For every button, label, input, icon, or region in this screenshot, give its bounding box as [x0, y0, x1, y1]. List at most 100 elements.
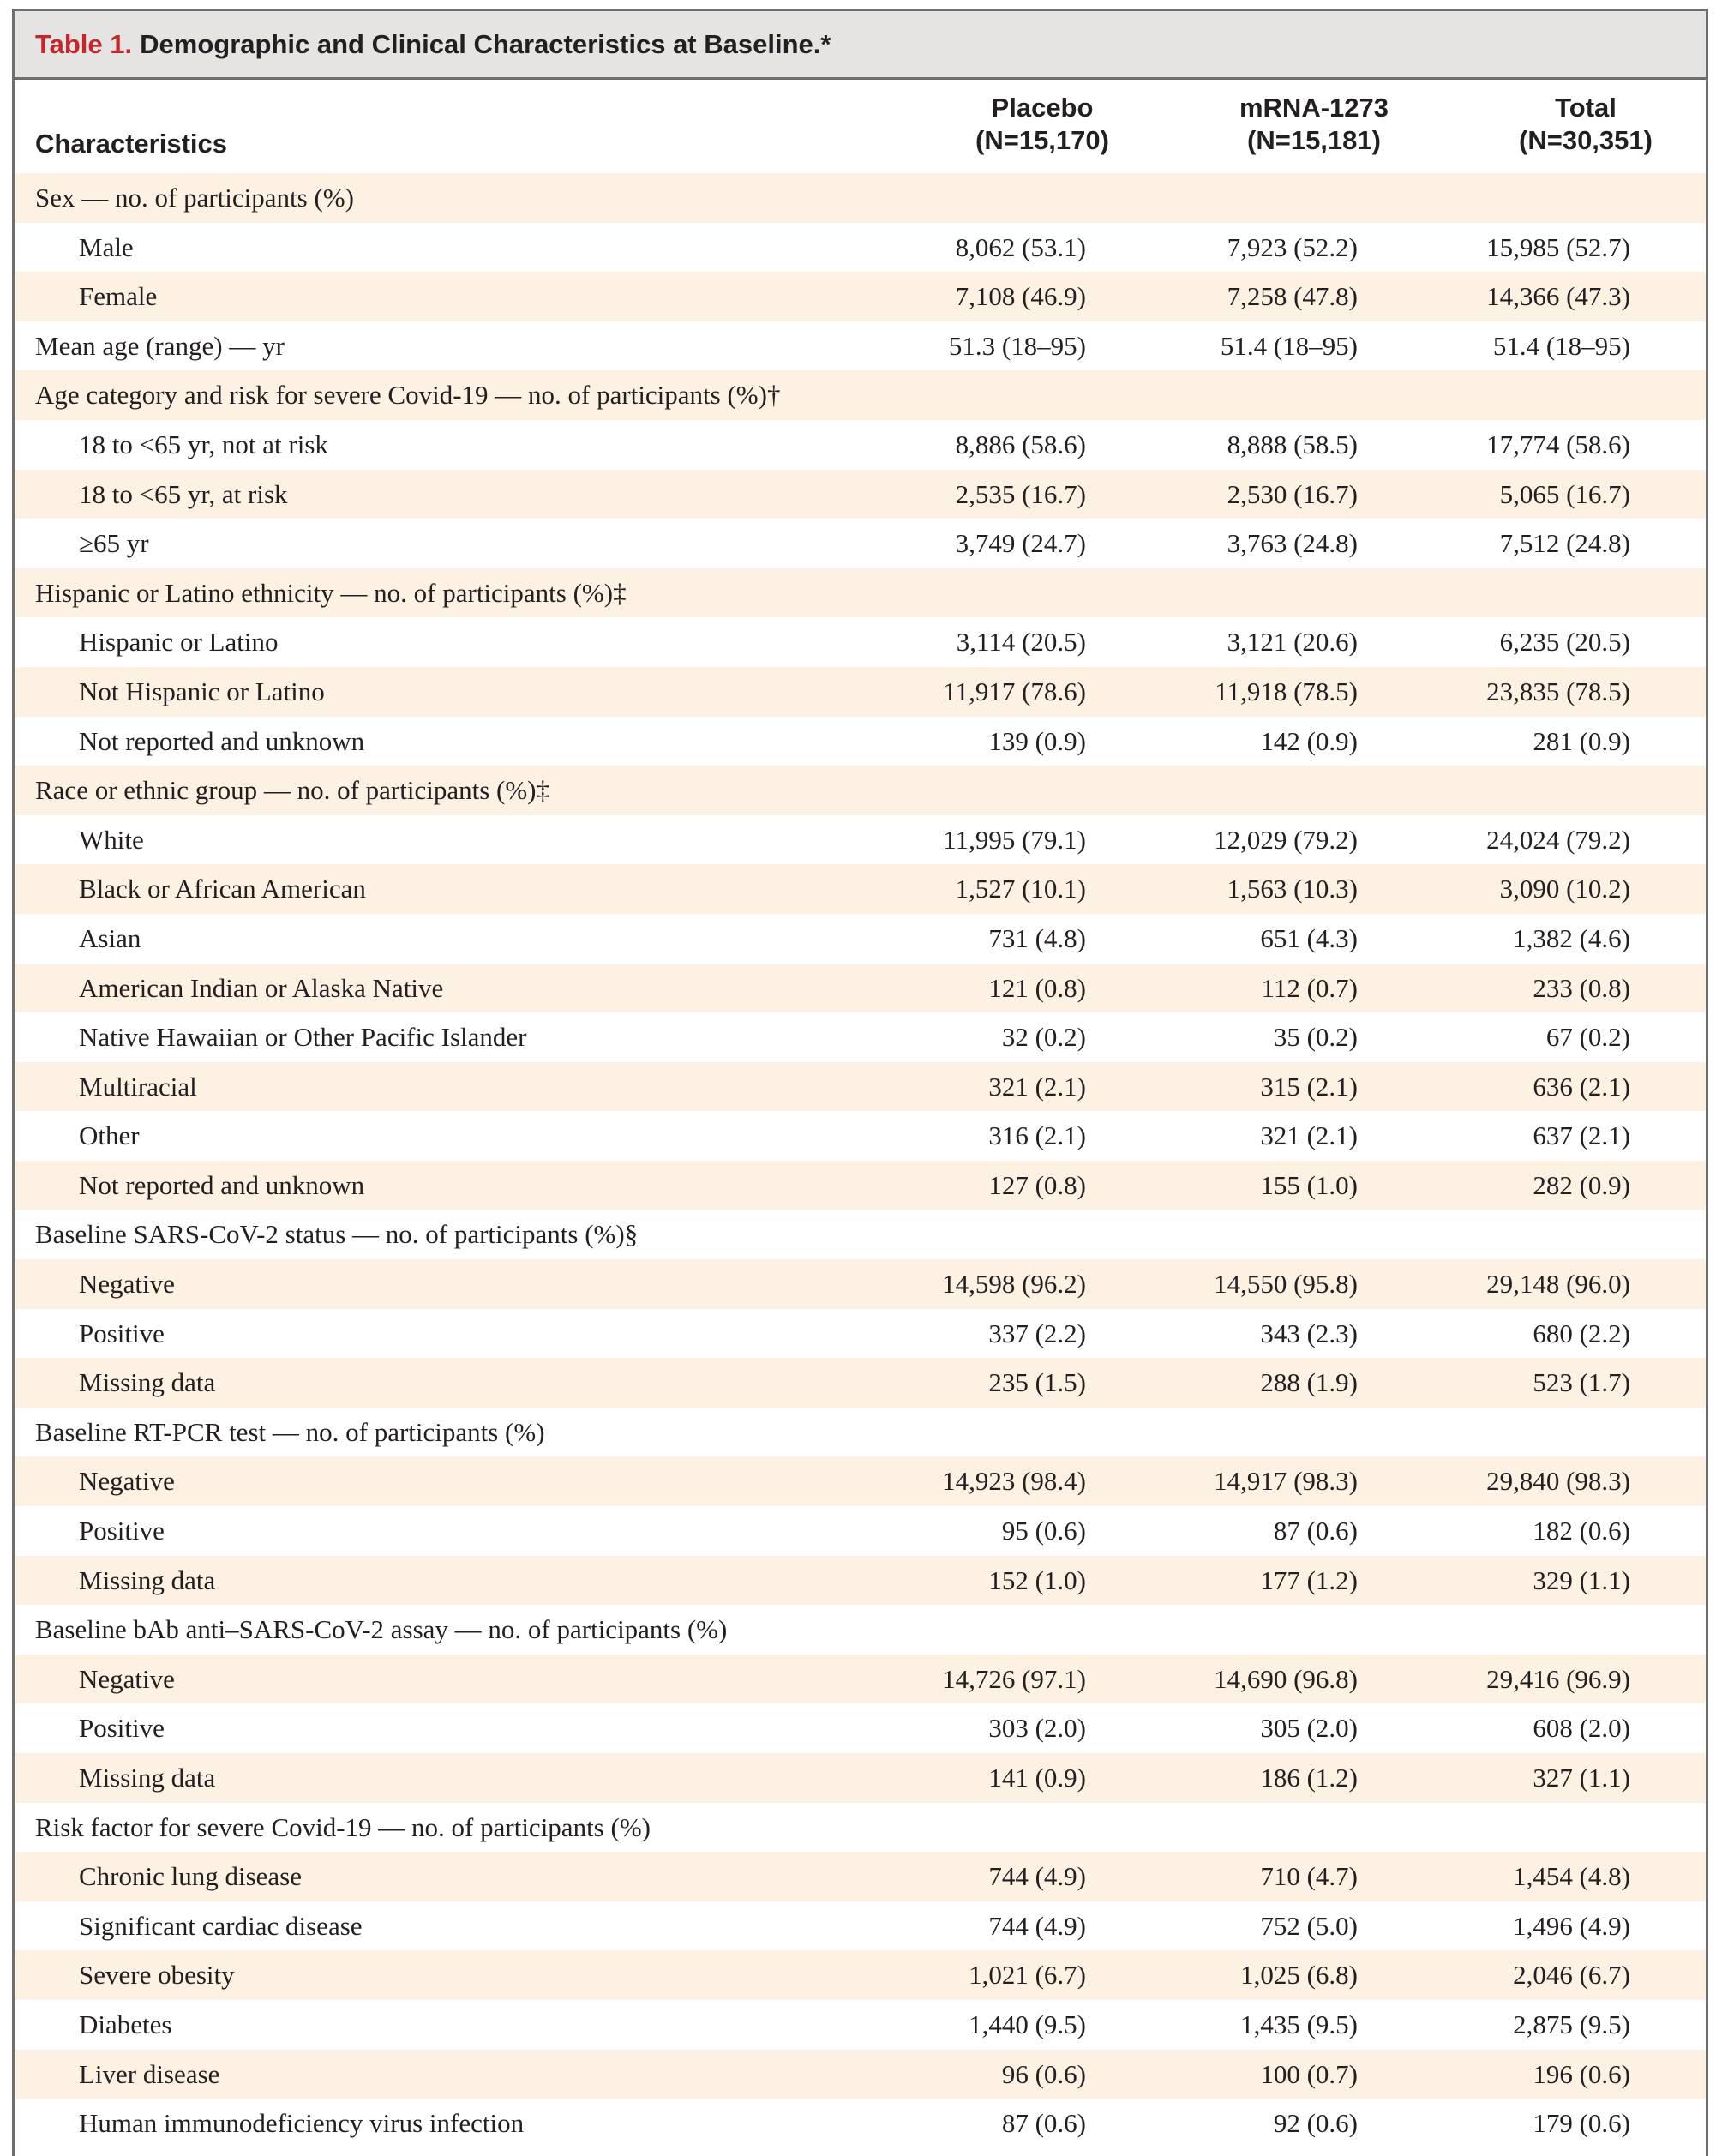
table-row: Missing data 141 (0.9) 186 (1.2) 327 (1.1): [15, 1753, 1706, 1803]
mrna-value: 92 (0.6): [1273, 2108, 1358, 2139]
row-label: Positive: [79, 1713, 165, 1744]
placebo-value: 14,598 (96.2): [942, 1269, 1086, 1300]
row-label: Asian: [79, 922, 141, 953]
total-value: 196 (0.6): [1533, 2058, 1630, 2089]
row-label: Negative: [79, 1269, 175, 1300]
table-title: Demographic and Clinical Characteristics…: [140, 28, 831, 59]
header-total-name: Total: [1555, 93, 1617, 123]
table-row: Hispanic or Latino 3,114 (20.5) 3,121 (20.…: [15, 617, 1706, 667]
mrna-value: 35 (0.2): [1273, 1022, 1358, 1053]
total-value: 14,366 (47.3): [1486, 281, 1630, 312]
row-label: Positive: [79, 1516, 165, 1546]
total-value: 29,148 (96.0): [1486, 1269, 1630, 1300]
table-body: Sex — no. of participants (%) Male 8,062 (…: [15, 173, 1706, 2148]
table-row: ≥65 yr 3,749 (24.7) 3,763 (24.8) 7,512 (24.…: [15, 519, 1706, 568]
section-row: Race or ethnic group — no. of participan…: [15, 766, 1706, 815]
row-label: 18 to <65 yr, at risk: [79, 478, 288, 509]
table-row: Missing data 152 (1.0) 177 (1.2) 329 (1.1): [15, 1555, 1706, 1606]
section-row: Baseline bAb anti–SARS-CoV-2 assay — no.…: [15, 1605, 1706, 1655]
row-label: Significant cardiac disease: [79, 1910, 363, 1941]
mrna-value: 177 (1.2): [1260, 1564, 1358, 1595]
header-mrna-name: mRNA-1273: [1239, 93, 1389, 123]
total-value: 680 (2.2): [1533, 1318, 1630, 1348]
table-row: Negative 14,598 (96.2) 14,550 (95.8) 29,148…: [15, 1259, 1706, 1309]
placebo-value: 95 (0.6): [1001, 1516, 1086, 1546]
mrna-value: 12,029 (79.2): [1214, 824, 1358, 855]
mrna-value: 8,888 (58.5): [1227, 429, 1358, 459]
table-row: Black or African American 1,527 (10.1) 1,5…: [15, 864, 1706, 914]
placebo-value: 7,108 (46.9): [955, 281, 1086, 312]
total-value: 17,774 (58.6): [1486, 429, 1630, 459]
table-row: Not reported and unknown 139 (0.9) 142 (0.…: [15, 717, 1706, 766]
mrna-value: 2,530 (16.7): [1227, 478, 1358, 509]
total-value: 1,382 (4.6): [1513, 922, 1630, 953]
placebo-value: 1,440 (9.5): [969, 2009, 1086, 2039]
table-row: Female 7,108 (46.9) 7,258 (47.8) 14,366 (47…: [15, 272, 1706, 321]
mrna-value: 651 (4.3): [1260, 922, 1358, 953]
mrna-value: 155 (1.0): [1260, 1169, 1358, 1200]
row-label: Negative: [79, 1663, 175, 1694]
placebo-value: 8,062 (53.1): [955, 231, 1086, 262]
header-mrna-n: (N=15,181): [1247, 125, 1381, 155]
header-total: Total (N=30,351): [1431, 92, 1722, 157]
placebo-value: 3,749 (24.7): [955, 528, 1086, 559]
row-label: Hispanic or Latino: [79, 627, 279, 658]
row-label: Not Hispanic or Latino: [79, 676, 325, 706]
total-value: 179 (0.6): [1533, 2108, 1630, 2139]
total-value: 1,454 (4.8): [1513, 1861, 1630, 1892]
table-row: Positive 303 (2.0) 305 (2.0) 608 (2.0): [15, 1703, 1706, 1753]
placebo-value: 11,917 (78.6): [943, 676, 1086, 706]
mrna-value: 710 (4.7): [1260, 1861, 1358, 1892]
header-placebo: Placebo (N=15,170): [888, 92, 1197, 157]
section-row: Risk factor for severe Covid-19 — no. of…: [15, 1803, 1706, 1853]
section-label: Age category and risk for severe Covid-1…: [35, 380, 781, 411]
total-value: 2,875 (9.5): [1513, 2009, 1630, 2039]
table-row: Human immunodeficiency virus infection 87…: [15, 2099, 1706, 2148]
table-row: Negative 14,726 (97.1) 14,690 (96.8) 29,416…: [15, 1654, 1706, 1704]
row-label: Missing data: [79, 1564, 216, 1595]
placebo-value: 11,995 (79.1): [943, 824, 1086, 855]
total-value: 1,496 (4.9): [1513, 1910, 1630, 1941]
row-label: American Indian or Alaska Native: [79, 972, 444, 1003]
placebo-value: 14,726 (97.1): [942, 1663, 1086, 1694]
header-placebo-name: Placebo: [991, 93, 1094, 123]
placebo-value: 121 (0.8): [988, 972, 1086, 1003]
total-value: 15,985 (52.7): [1486, 231, 1630, 262]
total-value: 637 (2.1): [1533, 1120, 1630, 1151]
row-label: Missing data: [79, 1367, 216, 1398]
placebo-value: 51.3 (18–95): [948, 330, 1086, 361]
row-label: Liver disease: [79, 2058, 220, 2089]
header-characteristics: Characteristics: [35, 129, 228, 159]
section-label: Mean age (range) — yr: [35, 330, 285, 361]
table-frame: Table 1. Demographic and Clinical Charac…: [12, 9, 1708, 2156]
mrna-value: 100 (0.7): [1260, 2058, 1358, 2089]
table-row: Not reported and unknown 127 (0.8) 155 (1.…: [15, 1160, 1706, 1210]
section-row: Baseline RT-PCR test — no. of participan…: [15, 1408, 1706, 1457]
total-value: 327 (1.1): [1533, 1763, 1630, 1793]
section-row: Hispanic or Latino ethnicity — no. of pa…: [15, 568, 1706, 618]
placebo-value: 3,114 (20.5): [956, 627, 1086, 658]
table-row: Other 316 (2.1) 321 (2.1) 637 (2.1): [15, 1111, 1706, 1161]
total-value: 29,416 (96.9): [1486, 1663, 1630, 1694]
row-label: Chronic lung disease: [79, 1861, 303, 1892]
mrna-value: 1,435 (9.5): [1240, 2009, 1358, 2039]
header-total-n: (N=30,351): [1519, 125, 1653, 155]
mrna-value: 315 (2.1): [1260, 1071, 1358, 1102]
mrna-value: 321 (2.1): [1260, 1120, 1358, 1151]
placebo-value: 2,535 (16.7): [955, 478, 1086, 509]
table-row: Missing data 235 (1.5) 288 (1.9) 523 (1.7): [15, 1358, 1706, 1408]
total-value: 636 (2.1): [1533, 1071, 1630, 1102]
row-label: Diabetes: [79, 2009, 172, 2039]
row-label: Native Hawaiian or Other Pacific Islande…: [79, 1022, 527, 1053]
table-row: Liver disease 96 (0.6) 100 (0.7) 196 (0.6): [15, 2049, 1706, 2099]
table-header-row: Characteristics Placebo (N=15,170) mRNA-…: [15, 80, 1706, 173]
total-value: 281 (0.9): [1533, 725, 1630, 756]
table-row: Chronic lung disease 744 (4.9) 710 (4.7) 1,…: [15, 1852, 1706, 1901]
row-label: Severe obesity: [79, 1960, 235, 1991]
placebo-value: 303 (2.0): [988, 1713, 1086, 1744]
placebo-value: 744 (4.9): [988, 1861, 1086, 1892]
row-label: Male: [79, 231, 134, 262]
total-value: 23,835 (78.5): [1486, 676, 1630, 706]
section-row: Sex — no. of participants (%): [15, 173, 1706, 223]
mrna-value: 1,025 (6.8): [1240, 1960, 1358, 1991]
